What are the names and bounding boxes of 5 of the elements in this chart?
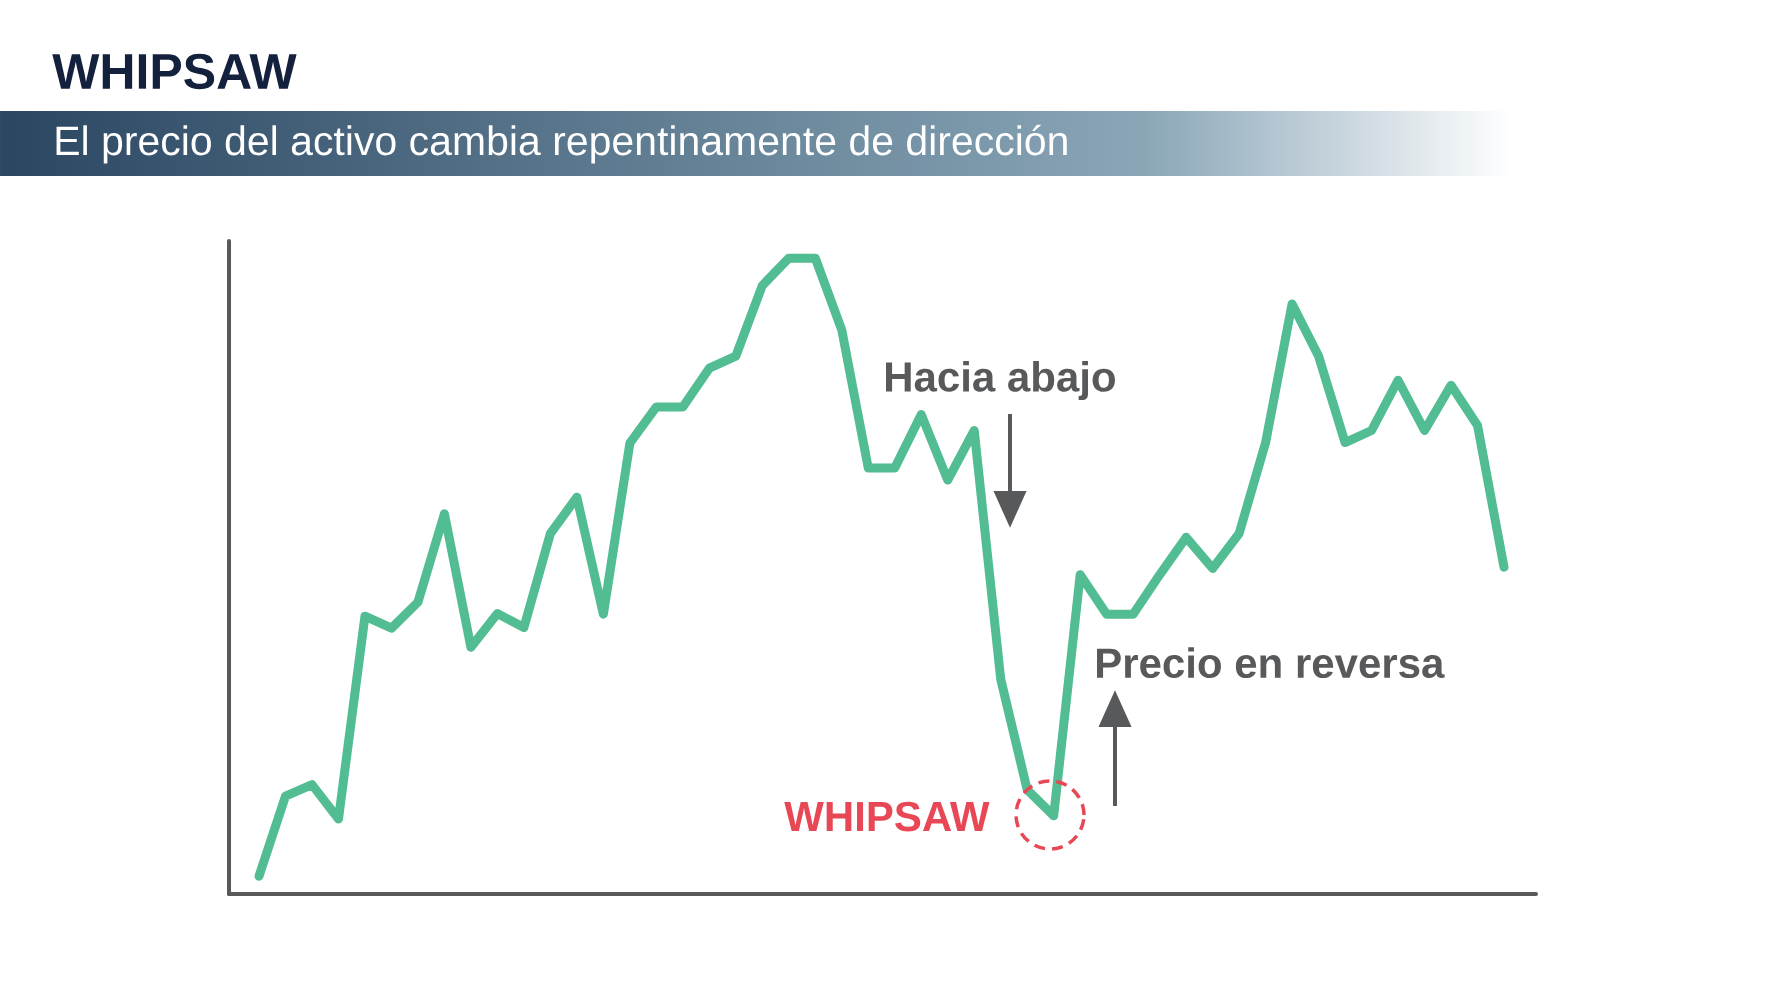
annotation: Hacia abajo — [886, 360, 1115, 401]
annotation: Precio en reversa — [1097, 647, 1445, 679]
chart-title: WHIPSAW — [52, 53, 297, 90]
chart-subtitle: El precio del activo cambia repentinamente de dirección — [56, 124, 1067, 164]
annotation: WHIPSAW — [784, 801, 990, 832]
